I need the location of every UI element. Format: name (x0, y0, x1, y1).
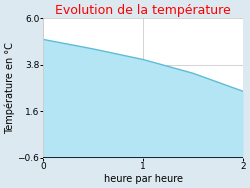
X-axis label: heure par heure: heure par heure (104, 174, 183, 184)
Title: Evolution de la température: Evolution de la température (56, 4, 231, 17)
Y-axis label: Température en °C: Température en °C (4, 42, 15, 134)
